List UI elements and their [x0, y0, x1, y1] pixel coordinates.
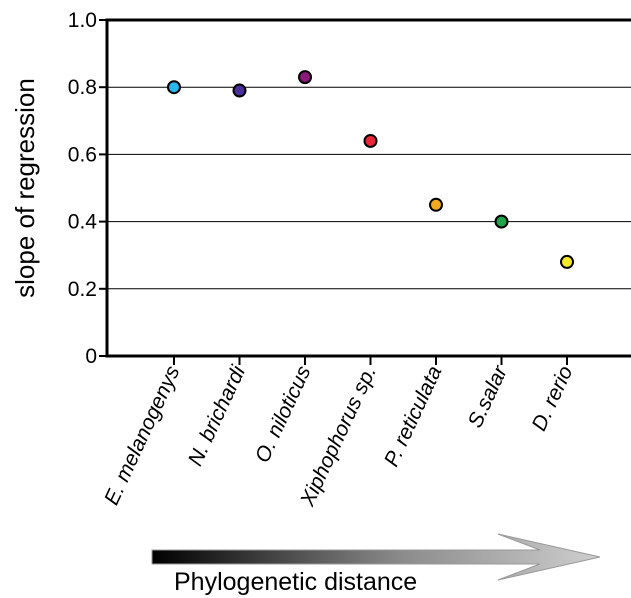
y-tick-label-1: 0.2: [68, 278, 97, 301]
y-tick-label-4: 0.8: [68, 76, 97, 99]
data-point-0: [167, 80, 181, 95]
x-tick-label-4: P. reticulata: [380, 362, 447, 470]
x-tick-label-6: D. rerio: [528, 362, 578, 434]
data-point-4: [429, 197, 443, 212]
data-points: [167, 70, 574, 269]
gridlines: [107, 86, 631, 290]
y-tick-label-2: 0.4: [68, 211, 98, 234]
data-point-2: [298, 70, 312, 85]
data-point-3: [363, 133, 378, 148]
axes: [99, 18, 631, 365]
x-axis-label: Phylogenetic distance: [174, 568, 417, 596]
data-point-5: [494, 214, 509, 229]
y-axis-label: slope of regression: [10, 78, 40, 298]
y-tick-label-3: 0.6: [68, 143, 97, 166]
data-point-1: [232, 83, 247, 98]
data-point-6: [560, 254, 574, 269]
y-tick-label-5: 1.0: [68, 9, 97, 32]
y-tick-labels: 0 0.2 0.4 0.6 0.8 1.0: [68, 9, 98, 368]
x-tick-labels: E. melanogenys N. brichardi O. niloticusXi…: [100, 361, 578, 510]
x-tick-label-5: S.salar: [464, 361, 513, 431]
phylogenetic-distance-arrow: [151, 533, 601, 581]
x-tick-label-1: N. brichardi: [184, 361, 251, 469]
y-tick-label-0: 0: [85, 345, 97, 368]
x-tick-label-0: E. melanogenys: [100, 362, 185, 509]
x-tick-label-2: O. niloticus: [251, 362, 316, 466]
